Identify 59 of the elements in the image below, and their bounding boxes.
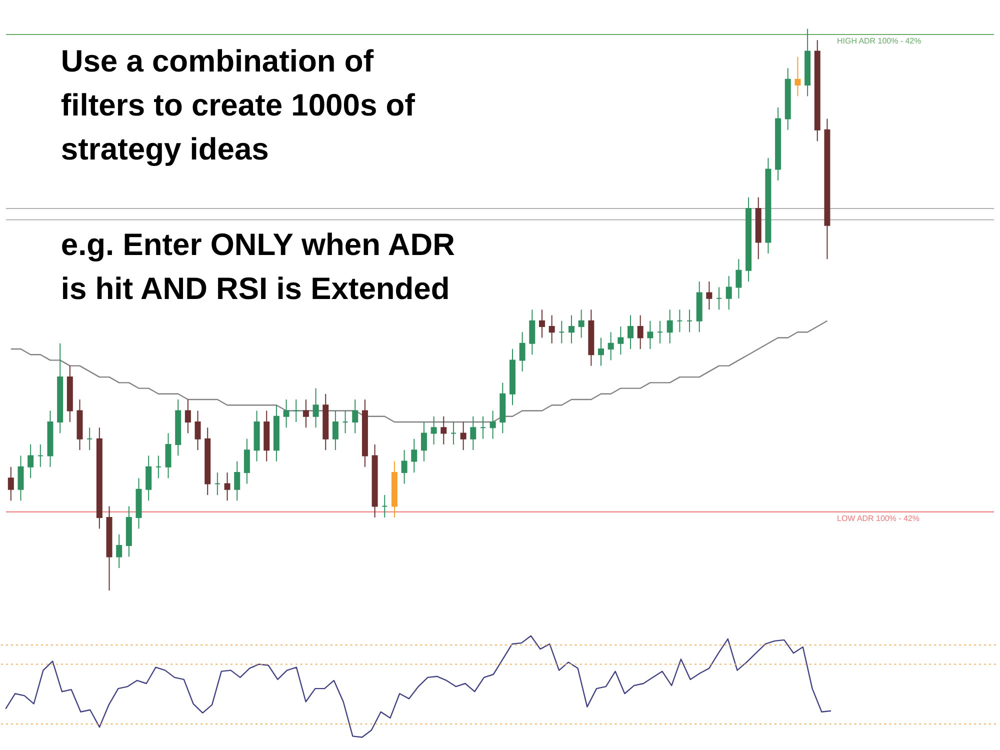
candlestick xyxy=(794,56,801,97)
candlestick xyxy=(608,332,614,361)
candlestick xyxy=(155,455,162,479)
candlestick xyxy=(618,326,624,356)
candlestick xyxy=(224,472,230,502)
candlestick xyxy=(116,534,122,569)
candlestick xyxy=(194,410,201,451)
candlestick xyxy=(657,320,664,344)
annotation: Use a combination of filters to create 1000s of strategy ideas xyxy=(60,44,416,166)
candlestick xyxy=(37,444,44,468)
candlestick xyxy=(558,320,565,344)
candlestick xyxy=(184,399,191,434)
candlestick xyxy=(490,410,496,440)
candlestick xyxy=(234,460,240,502)
candlestick xyxy=(411,438,418,474)
candlestick xyxy=(283,399,290,428)
candlestick xyxy=(293,399,300,422)
candlestick xyxy=(244,438,250,484)
candlestick xyxy=(302,399,309,428)
candlestick xyxy=(470,416,476,451)
candlestick xyxy=(568,314,574,344)
candlestick xyxy=(716,286,722,310)
candlestick xyxy=(726,275,732,310)
candlestick xyxy=(450,421,456,445)
candlestick xyxy=(146,455,152,502)
candlestick xyxy=(666,309,673,344)
candlestick xyxy=(332,410,338,451)
candlestick xyxy=(647,320,654,350)
candlestick xyxy=(440,416,447,445)
candlestick xyxy=(460,421,466,451)
annotation: e.g. Enter ONLY when ADR is hit AND RSI is Extended xyxy=(60,227,455,306)
candlestick xyxy=(8,466,14,502)
candlestick xyxy=(519,332,526,372)
candlestick xyxy=(548,314,555,344)
candlestick xyxy=(86,427,93,451)
candlestick xyxy=(736,258,742,299)
candlestick xyxy=(529,309,536,356)
candlestick xyxy=(352,399,358,434)
candlestick xyxy=(342,410,348,434)
candlestick xyxy=(312,388,319,428)
candlestick xyxy=(539,309,545,338)
candlestick xyxy=(676,309,683,333)
candlestick xyxy=(420,421,427,462)
candlestick xyxy=(480,416,486,440)
candlestick xyxy=(165,432,172,479)
candlestick xyxy=(430,416,437,445)
candlestick xyxy=(686,309,693,333)
candlestick xyxy=(401,450,408,484)
candlestick xyxy=(598,337,604,366)
candlestick xyxy=(18,455,24,502)
candlestick xyxy=(628,314,634,350)
candlestick xyxy=(578,309,584,338)
candlestick xyxy=(28,444,34,479)
candlestick xyxy=(214,472,220,496)
candlestick xyxy=(382,494,388,518)
candlestick xyxy=(637,314,644,350)
ref-line-label: HIGH ADR 100% - 42% xyxy=(837,36,922,46)
candlestick xyxy=(706,281,712,310)
ref-line-label: LOW ADR 100% - 42% xyxy=(837,514,920,523)
